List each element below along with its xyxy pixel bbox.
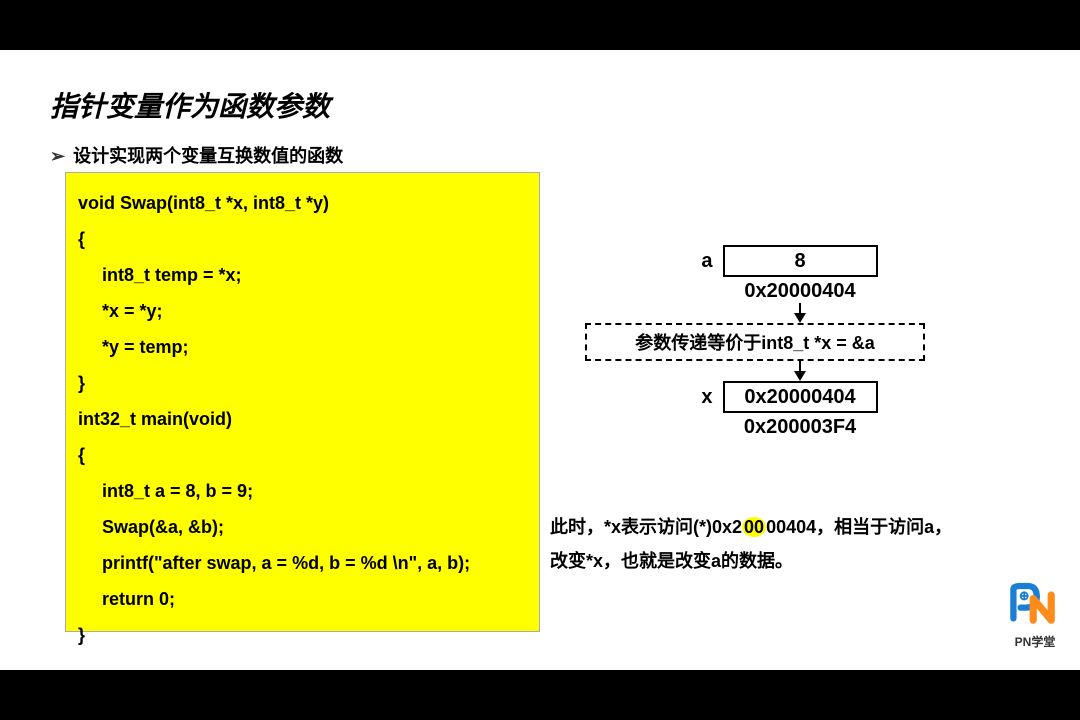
code-line: *y = temp;: [78, 329, 527, 365]
explain-part: 此时，*x表示访问(*)0x2: [550, 517, 742, 537]
code-block: void Swap(int8_t *x, int8_t *y) { int8_t…: [65, 172, 540, 632]
explain-part: 00404，相当于访问a，: [766, 517, 952, 537]
code-line: Swap(&a, &b);: [78, 509, 527, 545]
code-line: {: [78, 437, 527, 473]
code-line: }: [78, 365, 527, 401]
code-line: {: [78, 221, 527, 257]
memory-diagram: a 8 0x20000404 参数传递等价于int8_t *x = &a x 0…: [575, 245, 935, 439]
param-pass-box: 参数传递等价于int8_t *x = &a: [585, 323, 925, 361]
code-line: int8_t temp = *x;: [78, 257, 527, 293]
pn-logo-icon: [1008, 582, 1062, 626]
var-x-box: 0x20000404: [723, 381, 878, 413]
explanation-text: 此时，*x表示访问(*)0x20000404，相当于访问a， 改变*x，也就是改…: [550, 510, 1035, 578]
slide: 指针变量作为函数参数 设计实现两个变量互换数值的函数 void Swap(int…: [0, 50, 1080, 670]
var-a-box: 8: [723, 245, 878, 277]
var-x-addr: 0x200003F4: [665, 416, 935, 439]
logo-text: PN学堂: [1008, 633, 1062, 650]
code-line: void Swap(int8_t *x, int8_t *y): [78, 185, 527, 221]
arrow-line: [799, 361, 801, 371]
code-line: printf("after swap, a = %d, b = %d \n", …: [78, 545, 527, 581]
slide-title: 指针变量作为函数参数: [50, 85, 330, 125]
arrow-down-icon: [794, 313, 806, 323]
var-x-label: x: [633, 386, 723, 409]
code-line: int32_t main(void): [78, 401, 527, 437]
code-line: return 0;: [78, 581, 527, 617]
code-line: *x = *y;: [78, 293, 527, 329]
code-line: int8_t a = 8, b = 9;: [78, 473, 527, 509]
brand-logo: PN学堂: [1008, 582, 1062, 650]
var-a-addr: 0x20000404: [665, 280, 935, 303]
explain-line2: 改变*x，也就是改变a的数据。: [550, 551, 793, 571]
arrow-line: [799, 303, 801, 313]
bullet-text: 设计实现两个变量互换数值的函数: [50, 142, 343, 168]
arrow-down-icon: [794, 371, 806, 381]
cursor-highlight: 00: [742, 517, 766, 537]
code-line: }: [78, 617, 527, 653]
var-a-label: a: [633, 250, 723, 273]
